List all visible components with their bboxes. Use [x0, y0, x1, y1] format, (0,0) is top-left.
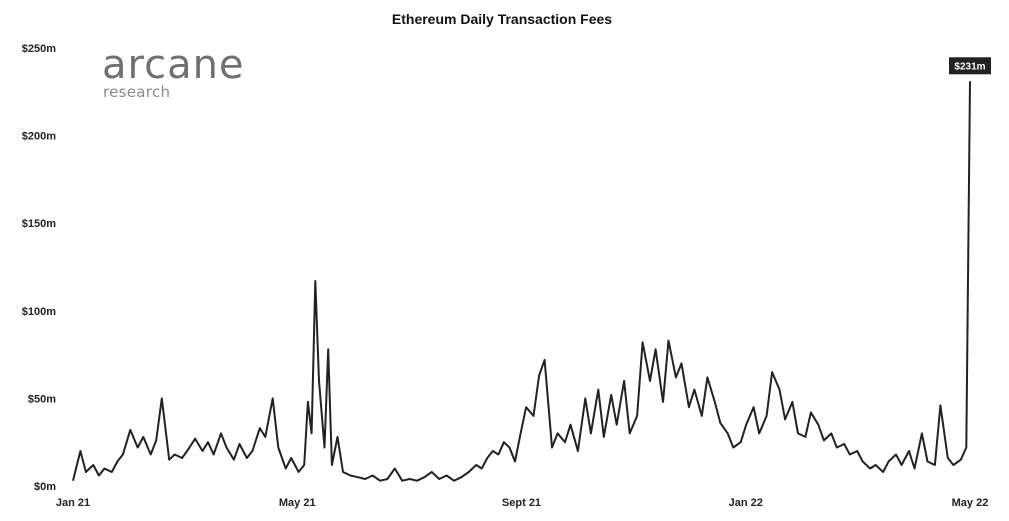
logo: arcane research — [102, 42, 245, 101]
x-axis: Jan 21 May 21 Sept 21 Jan 22 May 22 — [56, 497, 988, 509]
x-tick-label: May 21 — [279, 497, 316, 509]
y-tick-label: $200m — [22, 131, 56, 143]
x-tick-label: Sept 21 — [502, 497, 541, 509]
y-tick-label: $50m — [28, 393, 56, 405]
series-line — [72, 81, 971, 482]
y-tick-label: $150m — [22, 218, 56, 230]
chart-title: Ethereum Daily Transaction Fees — [391, 11, 613, 27]
x-tick-label: May 22 — [952, 497, 989, 509]
value-callout: $231m — [949, 57, 991, 75]
callout-box — [949, 57, 991, 75]
y-tick-label: $250m — [22, 43, 56, 55]
y-tick-label: $0m — [34, 481, 56, 493]
x-tick-label: Jan 22 — [729, 497, 763, 509]
logo-sub-text: research — [103, 83, 170, 101]
y-tick-label: $100m — [22, 306, 56, 318]
callout-label: $231m — [954, 61, 985, 72]
x-tick-label: Jan 21 — [56, 497, 90, 509]
y-axis: $0m $50m $100m $150m $200m $250m — [22, 43, 56, 493]
logo-main-text: arcane — [102, 42, 245, 88]
